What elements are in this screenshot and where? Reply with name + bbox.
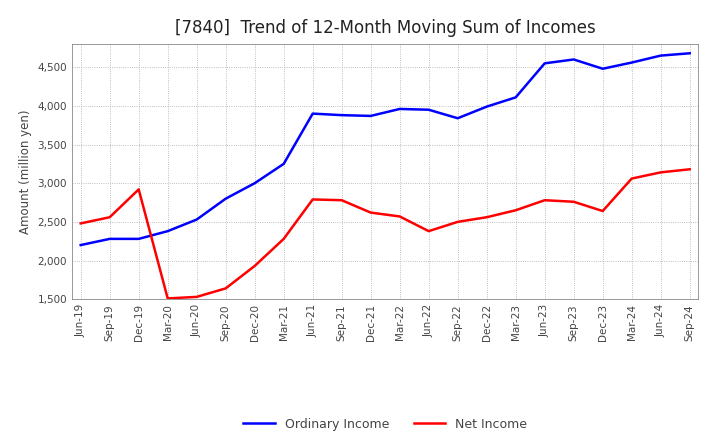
- Ordinary Income: [511, 95, 520, 100]
- Net Income: [657, 170, 665, 175]
- Ordinary Income: [338, 113, 346, 118]
- Legend: Ordinary Income, Net Income: Ordinary Income, Net Income: [238, 413, 532, 436]
- Line: Net Income: Net Income: [81, 169, 690, 298]
- Ordinary Income: [627, 60, 636, 65]
- Net Income: [424, 228, 433, 234]
- Net Income: [482, 215, 491, 220]
- Ordinary Income: [454, 116, 462, 121]
- Ordinary Income: [76, 242, 85, 248]
- Ordinary Income: [657, 53, 665, 58]
- Ordinary Income: [221, 196, 230, 202]
- Ordinary Income: [251, 180, 259, 186]
- Net Income: [279, 236, 288, 242]
- Net Income: [221, 286, 230, 291]
- Net Income: [570, 199, 578, 205]
- Line: Ordinary Income: Ordinary Income: [81, 53, 690, 245]
- Net Income: [308, 197, 317, 202]
- Ordinary Income: [570, 57, 578, 62]
- Ordinary Income: [598, 66, 607, 71]
- Ordinary Income: [135, 236, 143, 242]
- Net Income: [105, 215, 114, 220]
- Net Income: [454, 219, 462, 224]
- Net Income: [395, 214, 404, 219]
- Ordinary Income: [279, 161, 288, 166]
- Y-axis label: Amount (million yen): Amount (million yen): [19, 110, 32, 234]
- Ordinary Income: [163, 228, 172, 234]
- Net Income: [541, 198, 549, 203]
- Net Income: [511, 208, 520, 213]
- Ordinary Income: [424, 107, 433, 112]
- Ordinary Income: [308, 111, 317, 116]
- Title: [7840]  Trend of 12-Month Moving Sum of Incomes: [7840] Trend of 12-Month Moving Sum of I…: [175, 19, 595, 37]
- Net Income: [163, 296, 172, 301]
- Net Income: [627, 176, 636, 181]
- Net Income: [366, 210, 375, 215]
- Net Income: [251, 263, 259, 268]
- Net Income: [192, 294, 201, 300]
- Ordinary Income: [395, 106, 404, 112]
- Net Income: [598, 209, 607, 214]
- Ordinary Income: [685, 51, 694, 56]
- Ordinary Income: [192, 217, 201, 222]
- Net Income: [338, 198, 346, 203]
- Net Income: [76, 221, 85, 226]
- Ordinary Income: [105, 236, 114, 242]
- Ordinary Income: [541, 61, 549, 66]
- Ordinary Income: [482, 104, 491, 109]
- Net Income: [135, 187, 143, 192]
- Net Income: [685, 167, 694, 172]
- Ordinary Income: [366, 113, 375, 118]
